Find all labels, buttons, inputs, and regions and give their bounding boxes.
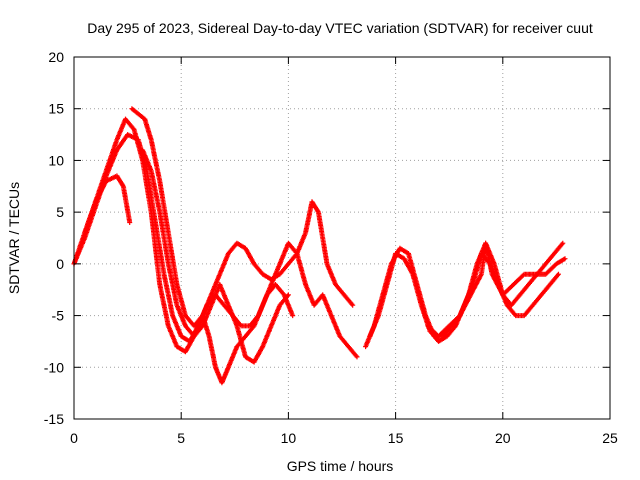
series-markers bbox=[425, 240, 568, 339]
x-tick-label: 10 bbox=[281, 430, 297, 446]
y-tick-label: 20 bbox=[48, 49, 64, 65]
y-axis-label: SDTVAR / TECUs bbox=[6, 182, 22, 294]
y-tick-label: -5 bbox=[52, 308, 65, 324]
y-tick-label: 0 bbox=[56, 256, 64, 272]
x-tick-label: 0 bbox=[70, 430, 78, 446]
data-layer bbox=[71, 106, 568, 386]
y-tick-label: 10 bbox=[48, 152, 64, 168]
series-markers bbox=[140, 147, 291, 365]
x-tick-label: 15 bbox=[388, 430, 404, 446]
plot-frame bbox=[73, 56, 611, 420]
x-tick-label: 5 bbox=[177, 430, 185, 446]
x-tick-label: 20 bbox=[495, 430, 511, 446]
x-axis-label: GPS time / hours bbox=[287, 458, 394, 474]
y-tick-label: -10 bbox=[44, 359, 64, 375]
series-markers bbox=[129, 106, 360, 386]
grid-lines bbox=[74, 57, 610, 419]
chart-title: Day 295 of 2023, Sidereal Day-to-day VTE… bbox=[87, 20, 593, 36]
y-tick-label: 5 bbox=[56, 204, 64, 220]
x-tick-label: 25 bbox=[602, 430, 618, 446]
series-track-5 bbox=[140, 147, 291, 365]
series-markers bbox=[82, 173, 133, 236]
series-track-8 bbox=[425, 240, 568, 339]
series-track-4 bbox=[82, 173, 133, 236]
axis-ticks: 0 5 10 15 20 25 -15 -10 -5 0 5 10 15 20 bbox=[44, 49, 618, 446]
y-tick-label: -15 bbox=[44, 411, 64, 427]
y-tick-label: 15 bbox=[48, 101, 64, 117]
series-track-3 bbox=[129, 106, 360, 386]
